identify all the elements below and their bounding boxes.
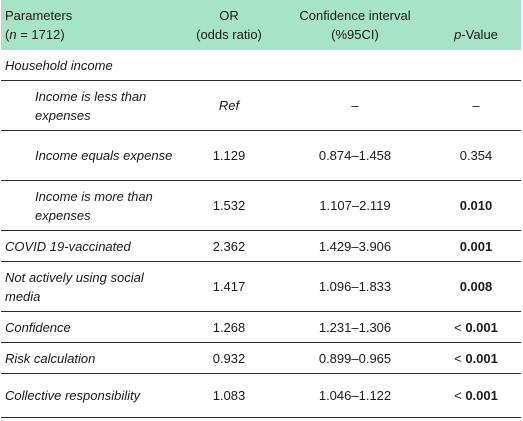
table-row: Household income xyxy=(1,50,521,81)
row-label: Income equals expense xyxy=(35,148,173,163)
row-confidence-interval: 0.874–1.458 xyxy=(318,148,392,163)
header-pvalue-p: p xyxy=(454,27,462,42)
row-odds-ratio: 0.932 xyxy=(212,350,246,366)
table-row: Income is more than expenses 1.532 1.107–2… xyxy=(1,181,521,231)
row-confidence-interval: – xyxy=(351,98,359,113)
row-label: Confidence xyxy=(5,319,71,335)
p-value-number: 0.010 xyxy=(459,198,493,213)
row-odds-ratio: Ref xyxy=(218,98,240,113)
table-header: Parameters (n = 1712) OR (odds ratio) Co… xyxy=(1,0,521,50)
header-parameters: Parameters (n = 1712) xyxy=(1,6,179,44)
row-p-value: < 0.001 xyxy=(431,386,521,405)
header-ci-label: Confidence interval xyxy=(299,8,411,23)
table-row: Income is less than expenses Ref – – xyxy=(1,81,521,131)
row-odds-ratio: 1.268 xyxy=(212,319,246,335)
p-value-number: 0.354 xyxy=(459,148,493,163)
p-value-prefix: < xyxy=(454,388,466,403)
header-parameters-label: Parameters xyxy=(5,8,73,23)
row-odds-ratio: 2.362 xyxy=(212,238,246,254)
row-label: Collective responsibility xyxy=(5,388,141,403)
row-p-value: 0.354 xyxy=(431,146,521,165)
table-row: COVID 19-vaccinated 2.362 1.429–3.906 0.001 xyxy=(1,231,521,262)
row-p-value: 0.001 xyxy=(431,237,521,256)
header-sample-size: (n = 1712) xyxy=(5,25,179,44)
row-p-value: – xyxy=(431,96,521,115)
row-label: Not actively using social media xyxy=(5,269,144,304)
table-row: Income equals expense 1.129 0.874–1.458 0.3… xyxy=(1,131,521,181)
row-p-value: 0.010 xyxy=(431,196,521,215)
row-p-value: < 0.001 xyxy=(431,318,521,337)
p-value-number: 0.008 xyxy=(459,279,493,294)
table-row: Collective responsibility 1.083 1.046–1.12… xyxy=(1,374,521,418)
header-ci-sub: (%95CI) xyxy=(331,27,379,42)
p-value-number: 0.001 xyxy=(465,319,498,335)
row-confidence-interval: 1.429–3.906 xyxy=(318,238,392,254)
row-confidence-interval: 1.046–1.122 xyxy=(318,388,392,403)
row-label: Income is more than expenses xyxy=(35,188,153,223)
row-p-value: < 0.001 xyxy=(431,349,521,368)
p-value-number: 0.001 xyxy=(465,350,498,366)
row-label: COVID 19-vaccinated xyxy=(5,238,131,254)
row-confidence-interval: 1.096–1.833 xyxy=(318,279,392,294)
p-value-number: – xyxy=(472,98,480,113)
header-pvalue: p-Value xyxy=(431,25,521,50)
row-label: Household income xyxy=(5,57,113,73)
table-row: Risk calculation 0.932 0.899–0.965 < 0.001 xyxy=(1,343,521,374)
header-or: OR (odds ratio) xyxy=(179,6,279,44)
p-value-prefix: < xyxy=(454,350,466,366)
header-sample-open: ( xyxy=(5,27,10,42)
p-value-number: 0.001 xyxy=(459,238,493,254)
header-or-label: OR xyxy=(219,8,239,23)
row-confidence-interval: 0.899–0.965 xyxy=(318,350,392,366)
p-value-prefix: < xyxy=(454,319,466,335)
row-odds-ratio: 1.129 xyxy=(212,148,246,163)
row-label: Income is less than expenses xyxy=(35,88,147,123)
header-or-sub: (odds ratio) xyxy=(196,27,262,42)
header-ci: Confidence interval (%95CI) xyxy=(279,6,431,44)
header-sample-n: n xyxy=(9,27,17,42)
row-odds-ratio: 1.532 xyxy=(212,198,246,213)
header-sample-rest: = 1712) xyxy=(16,27,65,42)
table-body: Household income Income is less than expe… xyxy=(1,50,521,418)
table-row: Confidence 1.268 1.231–1.306 < 0.001 xyxy=(1,312,521,343)
row-odds-ratio: 1.417 xyxy=(212,279,246,294)
p-value-number: 0.001 xyxy=(465,388,498,403)
row-p-value: 0.008 xyxy=(431,277,521,296)
row-label: Risk calculation xyxy=(5,350,96,366)
row-confidence-interval: 1.107–2.119 xyxy=(319,198,391,213)
row-confidence-interval: 1.231–1.306 xyxy=(318,319,392,335)
header-pvalue-rest: -Value xyxy=(461,27,498,42)
table-row: Not actively using social media 1.417 1.09… xyxy=(1,262,521,312)
row-odds-ratio: 1.083 xyxy=(212,388,246,403)
